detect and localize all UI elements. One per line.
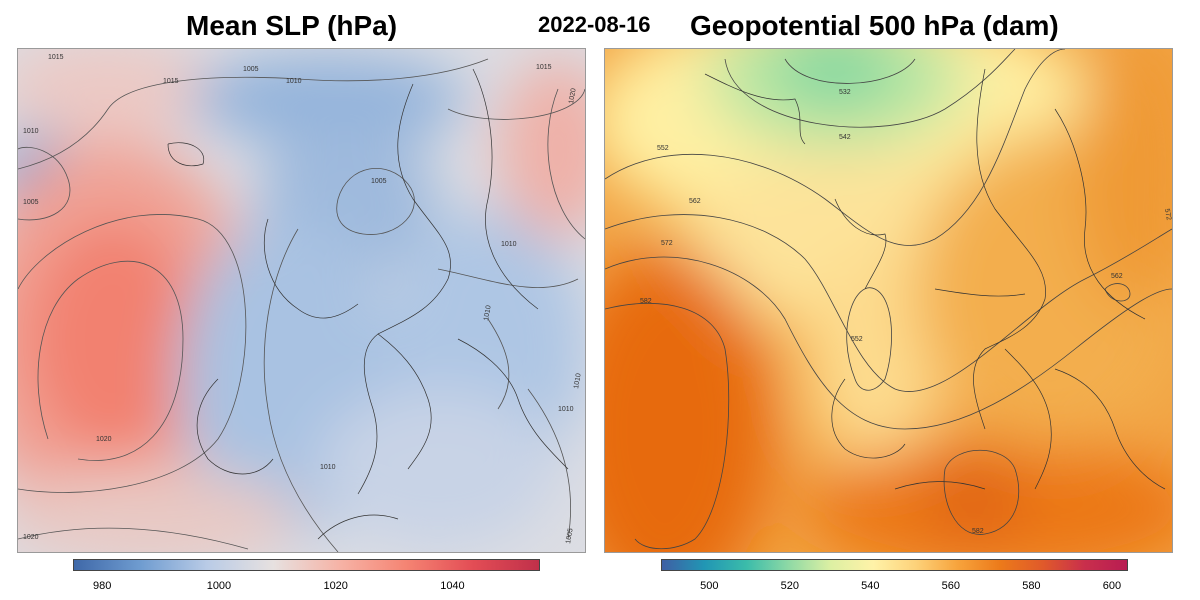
slp-coastlines bbox=[167, 68, 569, 540]
date-label: 2022-08-16 bbox=[538, 12, 651, 37]
z500-panel-title: Geopotential 500 hPa (dam) bbox=[690, 10, 1059, 41]
slp-contour-label: 1010 bbox=[573, 373, 583, 390]
slp-colorbar-tick: 1040 bbox=[440, 580, 465, 592]
slp-isobars bbox=[18, 58, 585, 552]
slp-contour-labels: 1015 1005 1010 1015 1020 1010 1005 1005 … bbox=[23, 54, 583, 544]
slp-contour-label: 1010 bbox=[286, 78, 302, 85]
z500-colorbar-tick: 540 bbox=[861, 580, 880, 592]
slp-contour-label: 1010 bbox=[501, 241, 517, 248]
slp-map: 1015 1005 1010 1015 1020 1010 1005 1005 … bbox=[17, 48, 586, 553]
slp-contour-label: 1015 bbox=[163, 78, 179, 85]
z500-colorbar-tick: 600 bbox=[1102, 580, 1122, 592]
z500-colorbar-tick: 560 bbox=[941, 580, 961, 592]
z500-contour-label: 532 bbox=[839, 89, 851, 96]
slp-contour-label: 1010 bbox=[483, 305, 493, 322]
slp-colorbar-tick: 980 bbox=[93, 580, 112, 592]
slp-contour-label: 1005 bbox=[23, 199, 39, 206]
z500-contour-label: 562 bbox=[689, 198, 701, 205]
slp-colorbar-tick: 1020 bbox=[323, 580, 348, 592]
slp-colorbar bbox=[73, 559, 540, 571]
slp-panel-title: Mean SLP (hPa) bbox=[186, 10, 398, 41]
slp-colorbar-tick: 1000 bbox=[206, 580, 232, 592]
z500-contour-label: 582 bbox=[640, 298, 652, 305]
slp-contour-label: 1005 bbox=[243, 66, 259, 73]
z500-contour-label: 572 bbox=[661, 240, 673, 247]
z500-contour-label: 552 bbox=[657, 145, 669, 152]
z500-colorbar-tick: 520 bbox=[780, 580, 799, 592]
slp-contour-label: 1015 bbox=[536, 64, 552, 71]
z500-isohypses bbox=[605, 49, 1172, 550]
z500-contour-labels: 532 542 552 562 572 582 552 562 582 572 bbox=[640, 89, 1172, 535]
z500-contour-label: 562 bbox=[1111, 273, 1123, 280]
z500-colorbar-tick: 580 bbox=[1022, 580, 1041, 592]
slp-contour-label: 1010 bbox=[558, 406, 574, 413]
slp-contour-label: 1010 bbox=[320, 464, 336, 471]
slp-contour-label: 1005 bbox=[371, 178, 387, 185]
slp-contour-label: 1005 bbox=[565, 528, 575, 545]
slp-contour-label: 1020 bbox=[96, 436, 112, 443]
z500-contour-label: 572 bbox=[1163, 208, 1172, 221]
slp-contour-label: 1020 bbox=[23, 534, 39, 541]
slp-contour-label: 1015 bbox=[48, 54, 64, 61]
z500-colorbar-tick: 500 bbox=[700, 580, 719, 592]
z500-field bbox=[605, 49, 1172, 552]
slp-field bbox=[18, 49, 585, 552]
slp-contour-label: 1010 bbox=[23, 128, 39, 135]
z500-coastlines bbox=[704, 68, 1166, 490]
z500-contour-label: 542 bbox=[839, 134, 851, 141]
z500-map: 532 542 552 562 572 582 552 562 582 572 bbox=[604, 48, 1173, 553]
slp-contour-label: 1020 bbox=[568, 88, 578, 105]
z500-colorbar bbox=[661, 559, 1128, 571]
z500-contour-label: 582 bbox=[972, 528, 984, 535]
z500-contour-label: 552 bbox=[851, 336, 863, 343]
